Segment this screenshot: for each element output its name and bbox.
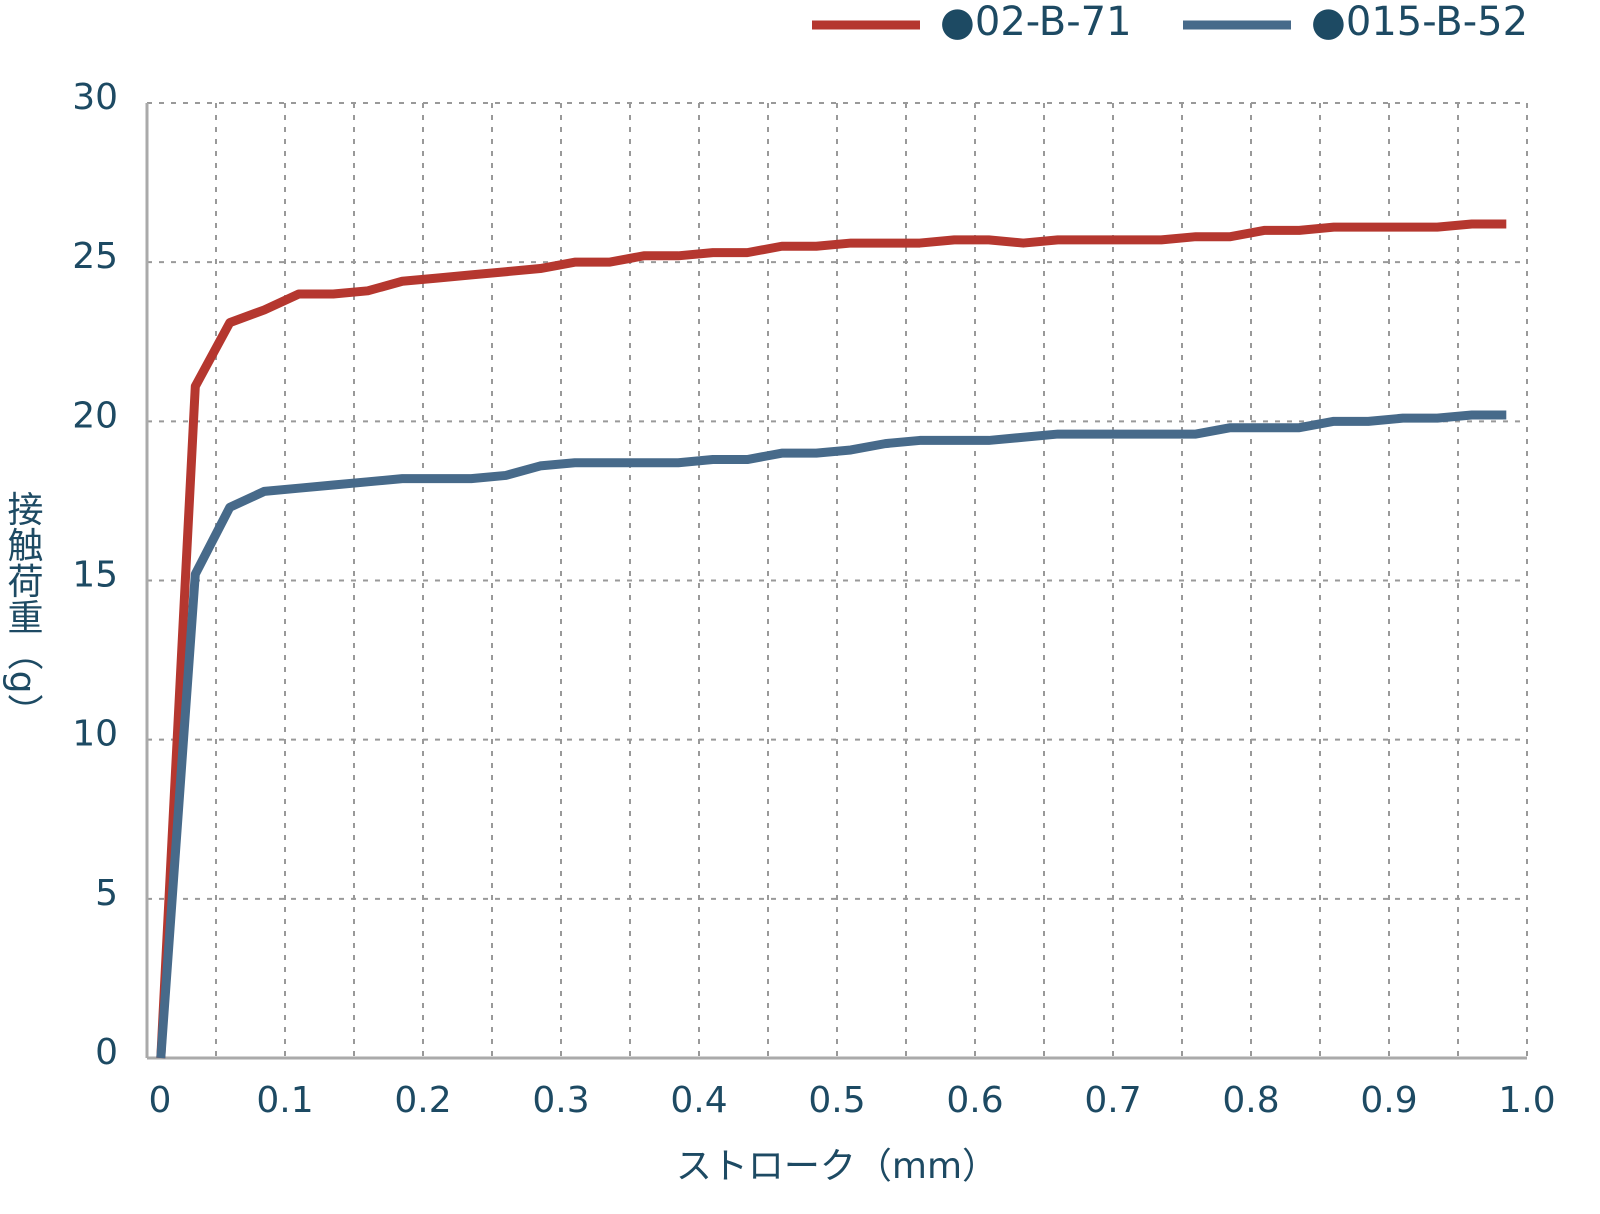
y-tick-label: 15 bbox=[72, 555, 118, 596]
x-tick-label: 0.5 bbox=[808, 1080, 865, 1121]
x-tick-label: 0.2 bbox=[394, 1080, 451, 1121]
y-tick-label: 0 bbox=[95, 1032, 118, 1073]
x-tick-label: 0.3 bbox=[532, 1080, 589, 1121]
x-axis-label: ストローク（mm） bbox=[676, 1146, 998, 1187]
x-tick-label: 0.6 bbox=[946, 1080, 1003, 1121]
data-line bbox=[156, 219, 1507, 1059]
y-tick-label: 30 bbox=[72, 77, 118, 118]
x-tick-label: 0.9 bbox=[1360, 1080, 1417, 1121]
x-tick-label: 0.7 bbox=[1084, 1080, 1141, 1121]
legend-label: ●015-B-52 bbox=[1311, 0, 1528, 45]
x-tick-label: 0 bbox=[149, 1080, 172, 1121]
legend-label: ●02-B-71 bbox=[940, 0, 1132, 45]
y-tick-label: 5 bbox=[95, 873, 118, 914]
x-tick-label: 0.8 bbox=[1222, 1080, 1279, 1121]
y-tick-label: 25 bbox=[72, 236, 118, 277]
x-tick-label: 1.0 bbox=[1498, 1080, 1555, 1121]
y-tick-label: 10 bbox=[72, 714, 118, 755]
x-tick-label: 0.1 bbox=[256, 1080, 313, 1121]
y-axis-label: 接触荷重（g） bbox=[2, 491, 44, 730]
y-tick-label: 20 bbox=[72, 395, 118, 436]
data-line bbox=[156, 410, 1507, 1059]
x-tick-label: 0.4 bbox=[670, 1080, 727, 1121]
